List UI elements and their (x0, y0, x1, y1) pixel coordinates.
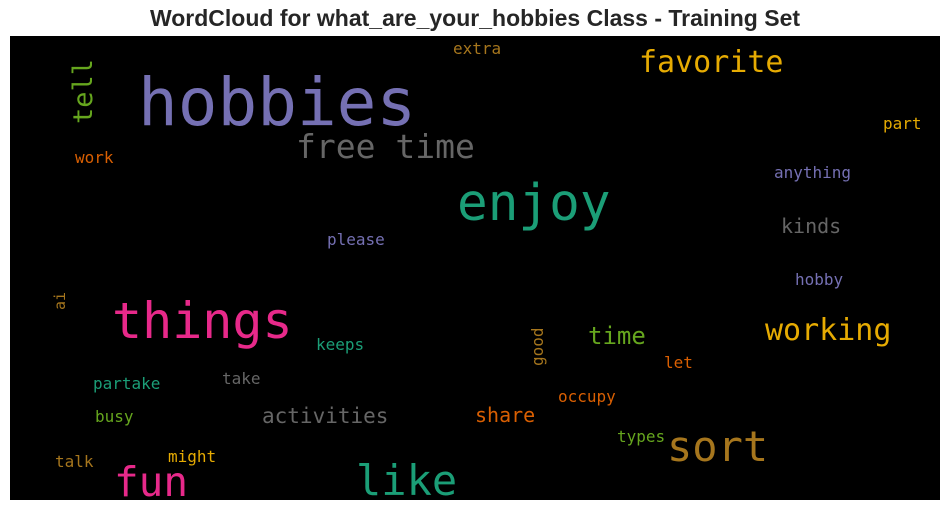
word-types: types (617, 427, 666, 446)
word-busy: busy (95, 407, 134, 426)
word-hobbies: hobbies (138, 64, 417, 141)
word-good: good (528, 327, 547, 366)
word-extra: extra (453, 39, 502, 58)
word-activities: activities (262, 404, 389, 428)
word-things: things (112, 292, 293, 350)
word-please: please (327, 230, 385, 249)
word-fun: fun (114, 458, 189, 501)
word-favorite: favorite (639, 45, 784, 80)
word-partake: partake (93, 374, 161, 393)
word-keeps: keeps (316, 335, 365, 354)
word-like: like (356, 456, 458, 501)
word-tell: tell (68, 58, 99, 124)
word-hobby: hobby (795, 270, 844, 289)
word-working: working (765, 313, 892, 348)
word-free-time: free time (296, 127, 475, 166)
word-occupy: occupy (558, 387, 616, 406)
word-sort: sort (667, 422, 769, 471)
word-ai: ai (51, 291, 69, 310)
word-anything: anything (774, 163, 852, 182)
word-time: time (588, 322, 646, 350)
word-part: part (883, 114, 922, 133)
word-work: work (75, 148, 114, 167)
word-let: let (664, 353, 693, 372)
word-share: share (475, 403, 536, 427)
word-enjoy: enjoy (457, 174, 611, 233)
wordcloud-canvas: hobbies enjoy things free time like sort… (10, 36, 940, 500)
word-talk: talk (55, 452, 94, 471)
chart-title: WordCloud for what_are_your_hobbies Clas… (149, 5, 801, 31)
word-might: might (168, 447, 217, 466)
word-take: take (222, 369, 261, 388)
word-kinds: kinds (781, 214, 842, 238)
